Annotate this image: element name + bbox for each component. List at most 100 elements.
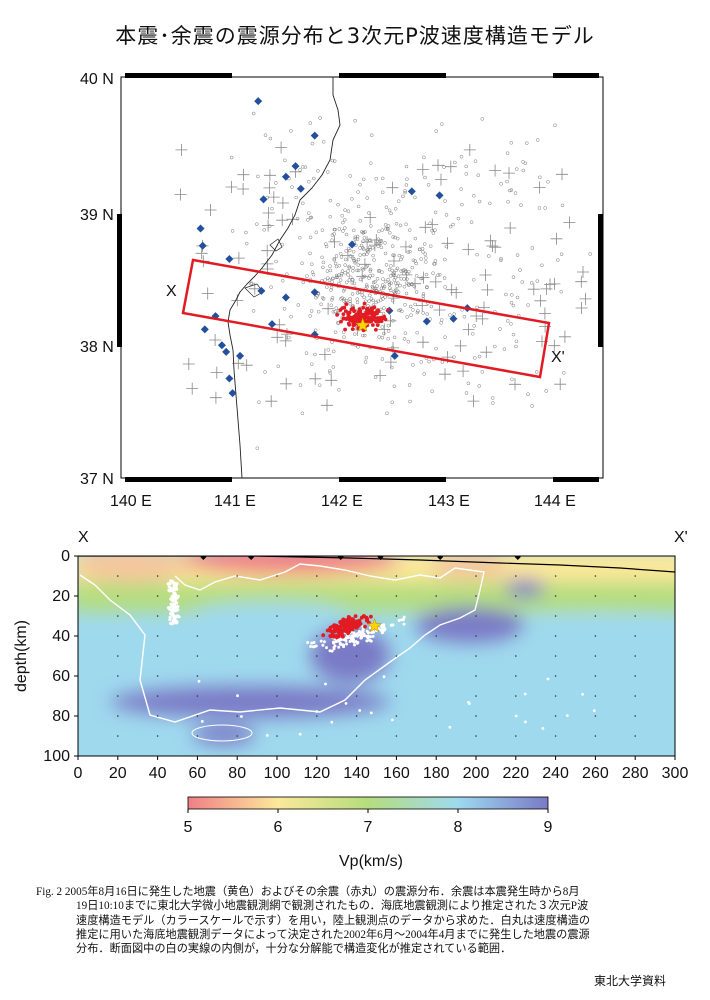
background-event [397,253,402,258]
background-event [229,155,234,160]
background-event [329,288,333,292]
background-event [379,298,383,302]
background-event [384,227,388,231]
obs-event [169,597,173,601]
station-cross [441,237,454,250]
lat-label: 37 N [80,471,114,488]
background-event [361,247,366,251]
station-cross [368,239,381,252]
background-event [251,309,256,313]
obs-event [171,602,175,606]
obs-event [174,615,178,619]
background-event [393,288,398,292]
obs-event [346,636,350,640]
background-event [315,294,319,298]
background-event [339,271,344,276]
obs-event [362,633,366,636]
background-event [305,274,309,278]
grid-node [316,735,318,737]
background-event [395,236,400,241]
aftershock-section [328,625,333,630]
grid-node [594,675,597,677]
background-event [357,290,362,295]
background-event [476,173,481,177]
station-cross [322,302,335,315]
aftershock-section [364,615,369,620]
background-event [268,136,273,141]
background-event [505,179,509,184]
map-border-ticks [117,73,603,482]
aftershock-section [347,626,352,631]
obs-event [312,641,316,644]
background-event [383,279,388,284]
background-event [328,371,332,375]
aftershock-section [358,621,363,626]
obs-event [173,616,177,620]
obs-event [391,718,394,722]
obs-event [172,595,176,600]
station-cross [267,191,280,204]
grid-node [395,635,398,637]
background-event [499,256,503,261]
background-event [448,224,453,229]
background-event [296,303,301,307]
obs-event [332,641,336,645]
aftershock-section [351,625,356,630]
background-event [270,206,274,211]
velocity-field [78,556,675,756]
obs-event [173,597,177,601]
background-event [438,272,442,277]
background-event [480,370,485,374]
background-event [560,203,565,208]
background-event [376,299,380,304]
background-event [490,396,495,400]
colorbar-tick-label: 5 [184,819,193,836]
obs-event [332,645,336,649]
obs-event [177,615,181,619]
station-cross [209,334,222,346]
obs-event [331,636,335,640]
background-event [526,303,530,307]
obs-event [175,605,179,610]
background-event [389,211,393,216]
aftershock-section [338,629,343,633]
obs-event [361,632,365,636]
aftershock-section [346,615,351,619]
station-diamond [225,255,234,264]
obs-event [401,618,405,622]
background-event [464,391,469,395]
obs-event [362,633,366,637]
obs-event [171,607,175,611]
aftershock-section [349,624,354,629]
grid-node [117,655,119,657]
aftershock-section [365,618,369,623]
obs-event [175,620,179,624]
station-cross [444,160,457,173]
background-event [361,333,365,338]
aftershock-section [327,627,332,632]
background-event [546,180,550,184]
background-event [504,292,508,297]
background-event [327,369,332,373]
background-event [460,202,464,207]
background-event [362,295,366,300]
obs-event [358,633,362,637]
background-event [392,278,397,282]
background-event [380,283,385,287]
station-cross [341,249,354,262]
background-event [509,322,513,326]
background-event [464,164,468,169]
background-event [383,241,387,245]
background-event [401,268,405,273]
station-cross [429,275,442,288]
aftershock-section [334,628,339,633]
background-event [377,229,381,234]
station-diamond [281,172,290,181]
station-cross [432,159,444,172]
station-diamond [196,224,205,233]
obs-event [347,633,351,637]
x-tick-label: 40 [149,765,167,782]
station-cross [361,236,374,249]
background-event [368,274,372,278]
obs-event [173,607,177,611]
